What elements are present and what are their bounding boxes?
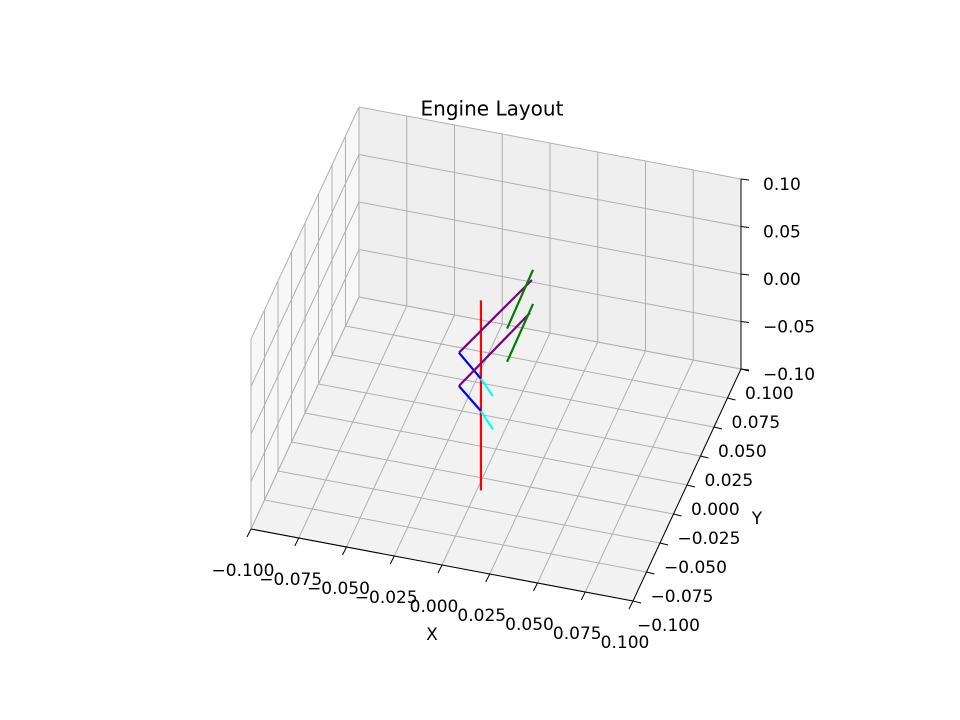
x-tick <box>628 600 634 610</box>
grid-line <box>358 249 742 322</box>
y-tick <box>713 426 723 430</box>
x-tick-label: 0.075 <box>553 624 602 644</box>
grid-line <box>250 249 360 482</box>
x-tick-label: 0.000 <box>410 597 459 617</box>
grid-line <box>304 412 688 486</box>
z-tick-label: −0.05 <box>763 318 815 338</box>
y-tick <box>727 397 736 401</box>
x-tick <box>580 591 586 601</box>
x-axis <box>250 528 634 602</box>
grid-line <box>250 296 360 530</box>
y-tick <box>673 513 682 517</box>
line <box>506 269 535 329</box>
x-axis-label: X <box>426 625 438 645</box>
x-tick <box>437 564 443 574</box>
grid-line <box>358 106 742 180</box>
grid-line <box>264 499 647 573</box>
y-tick-label: −0.050 <box>664 558 727 578</box>
x-tick-label: 0.050 <box>505 615 554 635</box>
x-tick <box>533 582 538 592</box>
x-tick-label: −0.075 <box>259 570 322 590</box>
line <box>458 312 531 387</box>
grid-line <box>318 383 701 457</box>
grid-line <box>358 154 742 227</box>
line <box>480 378 494 397</box>
x-tick-label: −0.025 <box>355 588 418 608</box>
x-tick <box>389 555 395 565</box>
z-tick-label: 0.00 <box>763 270 801 290</box>
y-tick-label: 0.025 <box>705 471 754 491</box>
x-tick <box>246 528 252 538</box>
y-tick <box>700 455 709 459</box>
grid-line <box>250 106 360 340</box>
z-tick-label: 0.05 <box>763 223 801 243</box>
line <box>506 303 535 363</box>
z-tick <box>740 368 750 371</box>
grid-line <box>291 441 674 515</box>
y-tick-label: −0.075 <box>651 587 714 607</box>
y-tick <box>686 484 696 488</box>
y-tick-label: 0.100 <box>745 384 794 404</box>
y-tick-label: 0.050 <box>718 442 767 462</box>
grid-line <box>277 470 661 544</box>
x-tick-label: 0.100 <box>601 633 650 653</box>
z-tick-label: −0.10 <box>763 365 815 385</box>
x-tick-label: 0.025 <box>457 606 506 626</box>
y-tick-label: −0.100 <box>637 616 700 636</box>
line <box>458 352 482 380</box>
z-tick <box>740 321 750 323</box>
grid-line <box>250 154 360 387</box>
line <box>458 385 482 412</box>
chart-title: Engine Layout <box>421 97 564 121</box>
x-tick-label: −0.050 <box>307 579 370 599</box>
grid-line <box>358 201 742 275</box>
y-tick-label: −0.025 <box>678 529 741 549</box>
y-tick-label: 0.075 <box>732 413 781 433</box>
y-tick <box>659 542 669 546</box>
line <box>479 410 494 431</box>
z-tick-label: 0.10 <box>763 175 801 195</box>
grid-line <box>331 354 715 428</box>
x-tick-label: −0.100 <box>212 561 275 581</box>
x-tick <box>342 546 347 556</box>
z-tick <box>740 178 750 181</box>
y-tick <box>646 571 655 575</box>
grid-line <box>345 325 728 399</box>
z-tick <box>740 273 750 276</box>
y-tick-label: 0.000 <box>691 500 740 520</box>
y-axis-label: Y <box>751 509 763 529</box>
x-tick <box>294 537 300 547</box>
x-tick <box>485 573 491 583</box>
z-tick <box>740 226 750 228</box>
line <box>458 279 533 354</box>
grid-line <box>250 201 360 435</box>
y-axis <box>632 368 742 602</box>
y-tick <box>632 600 642 604</box>
grid-line <box>358 296 742 370</box>
